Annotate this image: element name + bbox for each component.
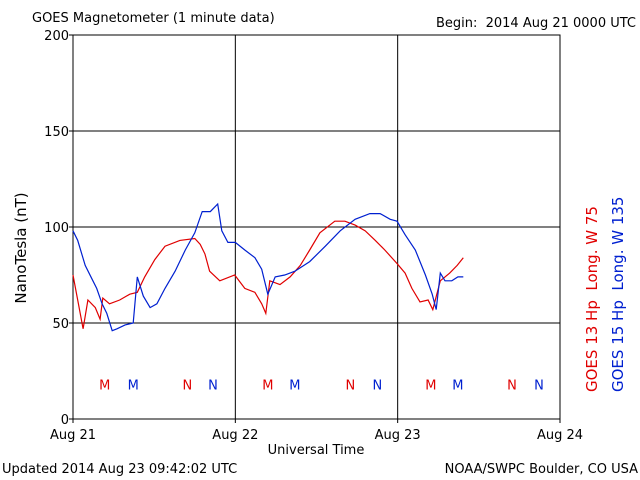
annotation: M xyxy=(289,378,300,393)
series-line xyxy=(72,202,464,332)
annotation: N xyxy=(208,378,218,393)
y-tick-label: 0 xyxy=(61,413,69,428)
chart-subtitle: Begin: 2014 Aug 21 0000 UTC xyxy=(436,16,636,31)
annotation: N xyxy=(182,378,192,393)
annotation: N xyxy=(373,378,383,393)
x-tick-label: Aug 21 xyxy=(50,428,96,443)
annotation: M xyxy=(262,378,273,393)
footer-right: NOAA/SWPC Boulder, CO USA xyxy=(445,462,638,477)
y-tick-label: 50 xyxy=(52,317,69,332)
annotation: M xyxy=(452,378,463,393)
x-tick-label: Aug 22 xyxy=(212,428,258,443)
footer-left: Updated 2014 Aug 23 09:42:02 UTC xyxy=(2,462,237,477)
x-tick-label: Aug 23 xyxy=(375,428,421,443)
legend-entry: GOES 13 Hp Long. W 75 xyxy=(583,206,601,392)
legend-entry: GOES 15 Hp Long. W 135 xyxy=(609,197,627,392)
series-line xyxy=(72,220,464,329)
y-tick-label: 150 xyxy=(44,125,69,140)
annotation: M xyxy=(128,378,139,393)
annotation: M xyxy=(99,378,110,393)
annotation: M xyxy=(425,378,436,393)
annotation: N xyxy=(534,378,544,393)
y-tick-label: 100 xyxy=(44,221,69,236)
x-axis-label: Universal Time xyxy=(268,443,365,458)
y-axis-label: NanoTesla (nT) xyxy=(12,192,30,303)
annotation: N xyxy=(345,378,355,393)
chart-title: GOES Magnetometer (1 minute data) xyxy=(32,11,275,26)
x-tick-label: Aug 24 xyxy=(537,428,583,443)
y-tick-label: 200 xyxy=(44,29,69,44)
annotation: N xyxy=(507,378,517,393)
